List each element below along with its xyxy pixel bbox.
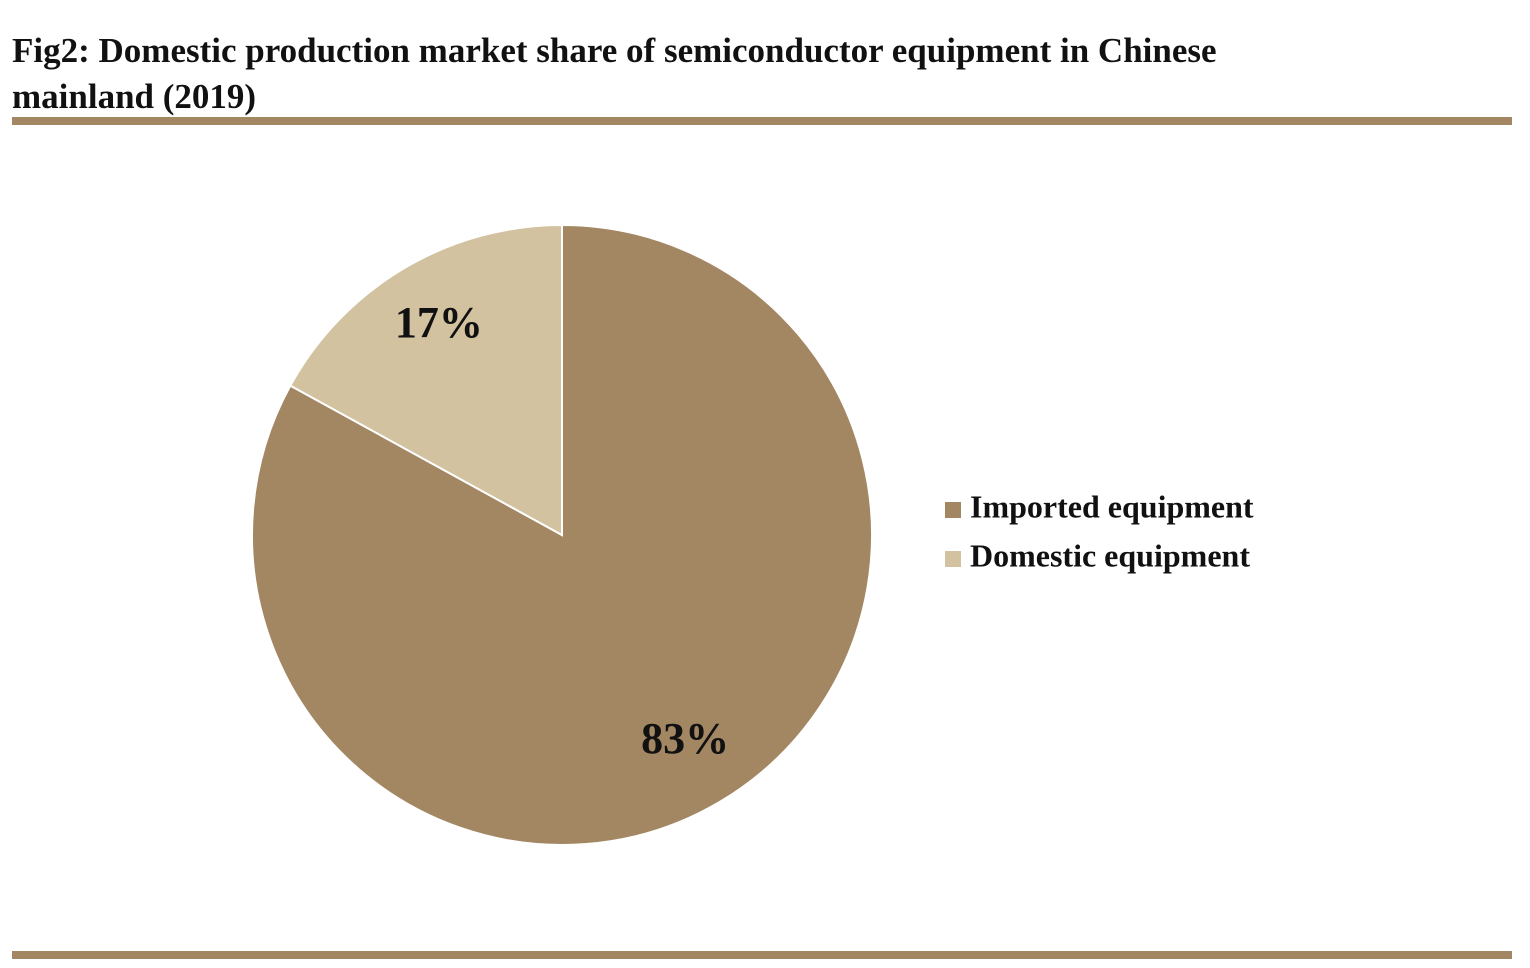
data-label: 83% (641, 714, 729, 763)
top-rule (12, 117, 1512, 125)
chart-title: Fig2: Domestic production market share o… (12, 31, 1217, 116)
legend-label: Domestic equipment (970, 537, 1250, 573)
legend-label: Imported equipment (970, 488, 1254, 524)
bottom-rule (12, 951, 1512, 959)
data-label: 17% (395, 298, 483, 347)
legend-swatch (945, 551, 961, 567)
legend-swatch (945, 502, 961, 518)
pie-slice (288, 223, 563, 537)
